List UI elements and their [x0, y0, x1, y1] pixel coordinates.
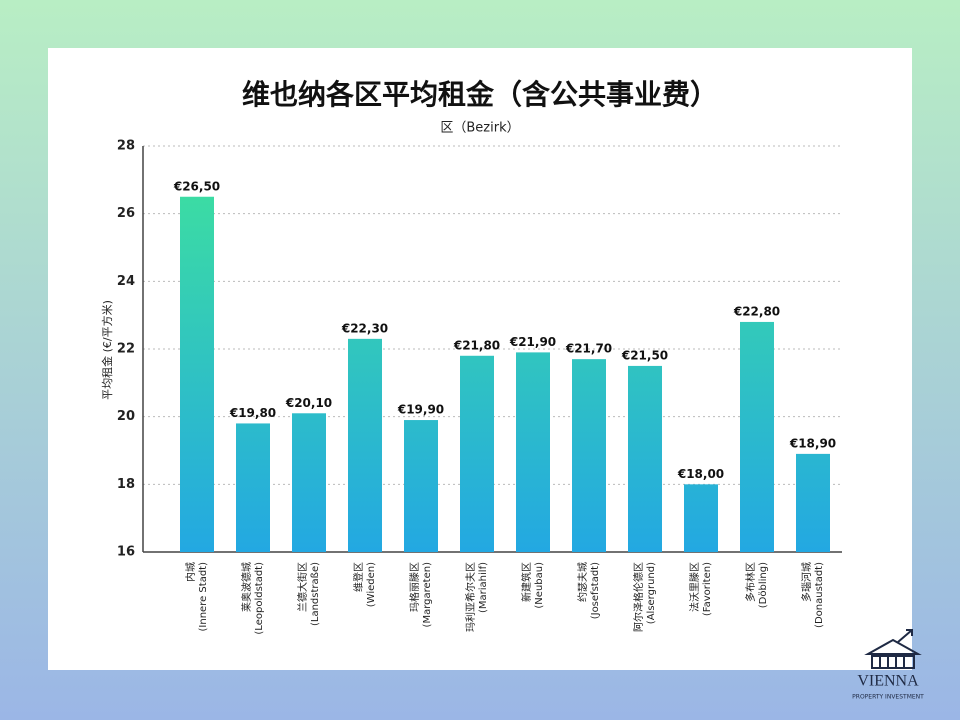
bar	[404, 420, 438, 552]
y-axis-label: 平均租金 (€/平方米)	[100, 300, 114, 400]
x-tick-sublabel: (Donaustadt)	[814, 562, 825, 628]
value-label: €22,30	[341, 321, 388, 335]
y-tick-label: 16	[117, 545, 135, 560]
bar	[516, 352, 550, 552]
x-tick-sublabel: (Wieden)	[366, 562, 377, 607]
x-tick-sublabel: (Margareten)	[422, 562, 433, 628]
y-tick-label: 26	[117, 206, 135, 221]
x-tick-label: 玛利亚希尔夫区	[464, 562, 477, 632]
x-tick-sublabel: (Innere Stadt)	[198, 562, 209, 632]
value-label: €18,90	[789, 436, 836, 450]
x-tick-sublabel: (Favoriten)	[702, 562, 713, 616]
x-tick-label: 新建筑区	[520, 562, 533, 602]
x-tick-sublabel: (Neubau)	[534, 562, 545, 609]
x-tick-label: 阿尔泽格伦德区	[632, 562, 645, 632]
x-tick-sublabel: (Josefstadt)	[590, 562, 601, 619]
value-label: €20,10	[285, 396, 332, 410]
x-tick-label: 多布林区	[744, 562, 757, 602]
value-label: €26,50	[173, 179, 220, 193]
bar	[236, 423, 270, 552]
x-tick-label: 法沃里滕区	[688, 562, 701, 612]
logo-tagline: PROPERTY INVESTMENT	[852, 694, 924, 701]
x-tick-label: 玛格丽滕区	[408, 562, 421, 612]
logo: VIENNA PROPERTY INVESTMENT	[852, 629, 924, 701]
value-label: €21,50	[621, 348, 668, 362]
value-label: €19,90	[397, 403, 444, 417]
x-tick-label: 多瑙河城	[800, 562, 813, 602]
logo-arrow	[897, 629, 913, 643]
bar	[628, 365, 662, 552]
value-label: €21,70	[565, 342, 612, 356]
y-tick-label: 18	[117, 477, 135, 492]
bar	[572, 359, 606, 552]
x-tick-label: 内城	[184, 562, 197, 582]
chart-title: 维也纳各区平均租金（含公共事业费）	[242, 78, 718, 111]
bar	[684, 484, 718, 552]
chart-subtitle: 区（Bezirk）	[440, 121, 519, 136]
x-tick-sublabel: (Döbling)	[758, 562, 769, 608]
x-tick-label: 莱奥波德城	[240, 562, 253, 612]
x-tick-label: 兰德大街区	[296, 562, 309, 612]
logo-columns	[871, 655, 915, 669]
y-tick-label: 20	[117, 409, 135, 424]
logo-roof	[864, 638, 922, 655]
bar	[348, 338, 382, 552]
value-label: €18,00	[677, 467, 724, 481]
bar	[460, 355, 494, 552]
bar	[292, 413, 326, 552]
y-tick-label: 24	[117, 274, 135, 289]
logo-name: VIENNA	[857, 673, 919, 690]
y-tick-label: 28	[117, 139, 135, 154]
x-tick-sublabel: (Leopoldstadt)	[254, 562, 265, 635]
value-label: €21,90	[509, 335, 556, 349]
y-tick-label: 22	[117, 342, 135, 357]
bar	[740, 321, 774, 552]
value-label: €21,80	[453, 338, 500, 352]
x-tick-sublabel: (Alsergrund)	[646, 562, 657, 624]
value-label: €19,80	[229, 406, 276, 420]
x-tick-sublabel: (Landstraße)	[310, 562, 321, 626]
bar	[796, 453, 830, 552]
value-label: €22,80	[733, 304, 780, 318]
x-tick-label: 约瑟夫城	[576, 562, 589, 602]
x-tick-sublabel: (Mariahilf)	[478, 562, 489, 613]
bar	[180, 196, 214, 552]
logo-pillars	[879, 656, 905, 668]
x-tick-label: 维登区	[352, 562, 365, 592]
